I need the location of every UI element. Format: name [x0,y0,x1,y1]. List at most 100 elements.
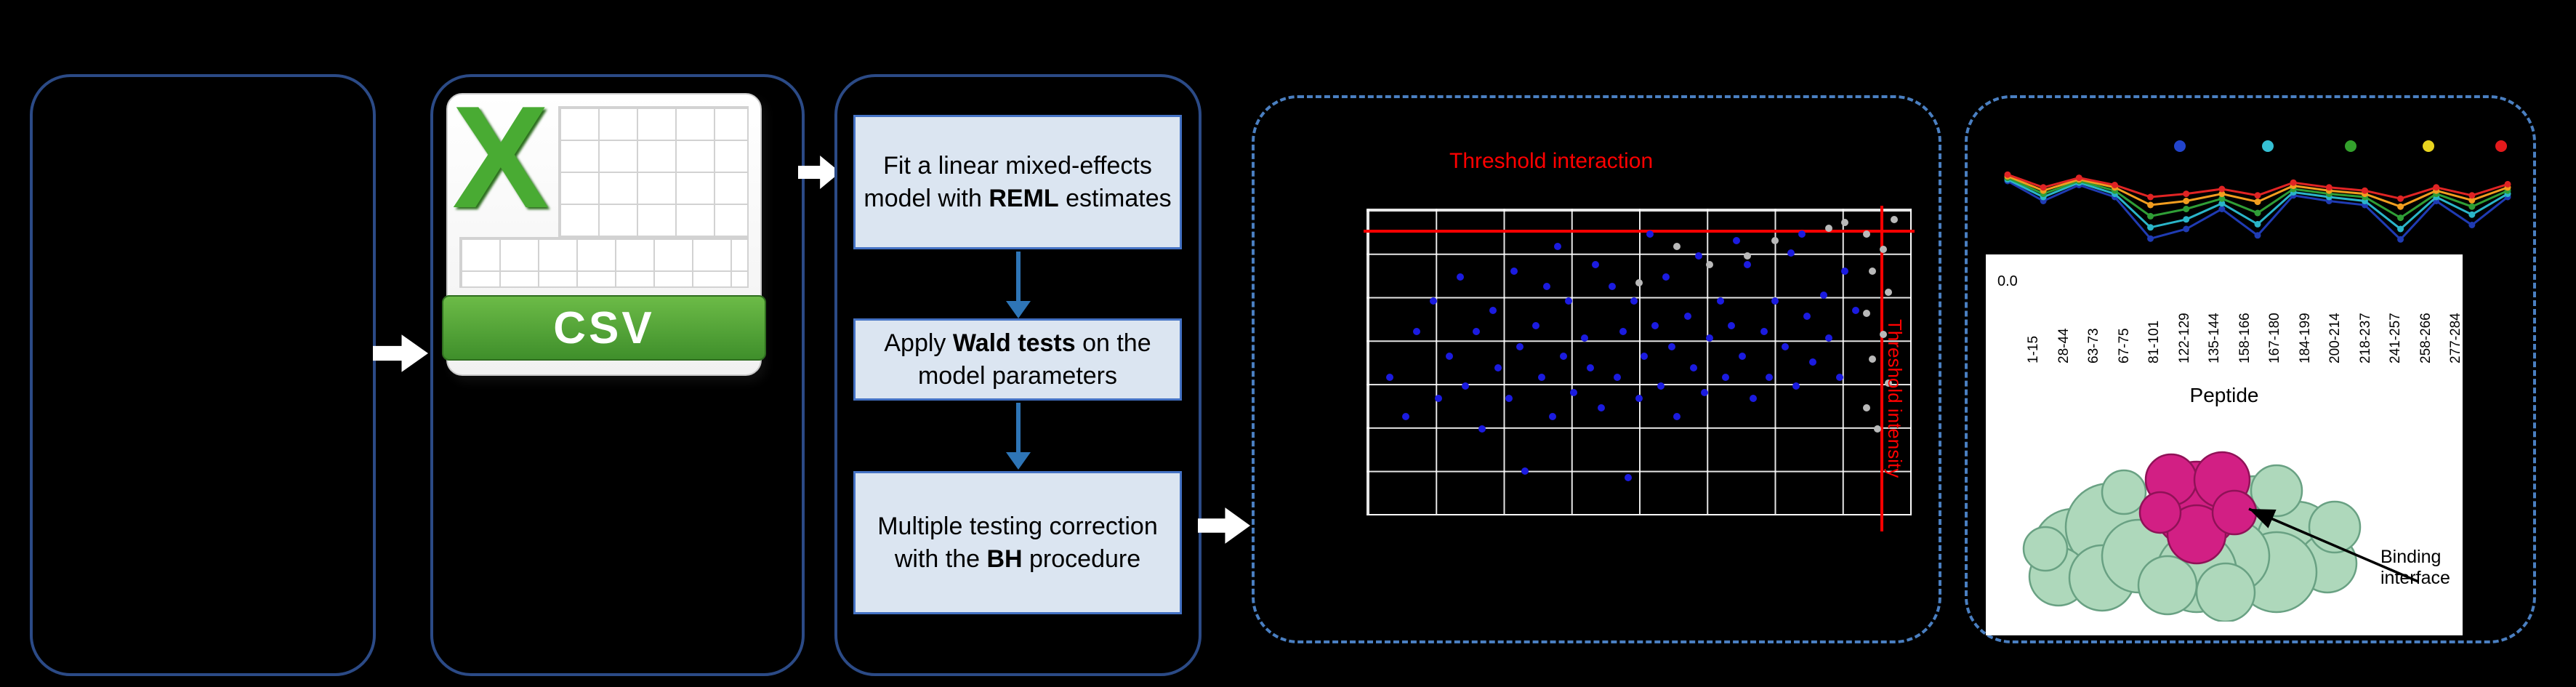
scatter-point [1586,364,1594,372]
scatter-point [1554,243,1562,251]
step-text-before: Apply [884,329,953,358]
scatter-point [1510,267,1518,275]
axis-and-protein-panel: 0.0 1-15 28-44 63-73 67-75 81-101 122-129 135-… [1986,254,2463,635]
scatter-point [1787,249,1795,257]
peptide-tick-label: 200-214 [2327,313,2343,363]
right-arrow-icon-1 [373,334,428,372]
binding-interface-region [2138,451,2258,565]
scatter-point [1402,413,1410,421]
scatter-point [1744,252,1752,260]
scatter-point [1657,382,1665,390]
down-arrow-icon-2 [837,403,1199,470]
step-text-bold: REML [989,184,1059,212]
scatter-point [1532,321,1540,329]
scatter-point [1825,334,1833,342]
scatter-point [1879,246,1887,254]
scatter-point [1635,395,1643,403]
result-panel: 0.0 1-15 28-44 63-73 67-75 81-101 122-129 135-… [1965,95,2536,643]
step-text-before: Multiple testing correction with the [877,513,1158,573]
step-text-after: on the model parameters [917,329,1151,390]
scatter-point [1673,413,1681,421]
peptide-tick-label: 81-101 [2146,320,2162,363]
scatter-point [1836,373,1844,381]
scatter-point [1819,292,1827,300]
scatter-point [1673,243,1681,251]
scatter-point [1413,328,1421,336]
threshold-line-vertical [1880,206,1883,531]
scatter-point [1429,297,1437,305]
peptide-tick-label: 167-180 [2267,313,2282,363]
scatter-point [1890,215,1898,223]
scatter-point [1792,382,1800,390]
timepoint-dot-icon [2495,140,2507,152]
volcano-panel: Threshold interaction Threshold intensit… [1252,95,1941,643]
scatter-point [1619,328,1627,336]
scatter-point [1537,373,1545,381]
scatter-point [1716,297,1724,305]
scatter-point [1798,230,1806,238]
step-text-after: estimates [1058,184,1172,212]
step-text-bold: BH [986,545,1023,573]
scatter-point [1868,267,1876,275]
down-arrow-icon-1 [837,252,1199,318]
step-text: Fit a linear mixed-effects model with RE… [861,150,1174,214]
scatter-point [1868,355,1876,363]
spreadsheet-grid [459,237,749,288]
scatter-point [1863,403,1871,411]
peptide-tick-label: 218-237 [2357,313,2373,363]
scatter-point [1733,236,1741,244]
peptide-tick-label: 28-44 [2056,328,2072,363]
scatter-point [1771,236,1779,244]
timepoint-dot-icon [2262,140,2274,152]
scatter-point [1782,343,1790,351]
scatter-point [1705,334,1713,342]
scatter-point [1456,273,1464,281]
step-text: Apply Wald tests on the model parameters [861,327,1174,391]
csv-file-icon: X CSV [442,76,766,376]
scatter-point [1462,382,1470,390]
scatter-point [1841,218,1849,226]
binding-interface-label: Binding interface [2380,547,2450,588]
timepoint-legend [1999,139,2516,156]
volcano-plot: Threshold intensity [1364,206,1915,531]
peptide-tick-label: 1-15 [2026,335,2041,363]
spreadsheet-grid [558,106,749,237]
scatter-point [1874,425,1882,433]
scatter-point [1385,373,1393,381]
scatter-point [1662,273,1670,281]
peptide-tick-label: 122-129 [2176,313,2192,363]
scatter-point [1727,321,1735,329]
threshold-line-horizontal [1364,230,1915,233]
scatter-point [1445,352,1453,360]
scatter-point [1646,230,1654,238]
scatter-point [1478,425,1486,433]
volcano-points-layer [1368,210,1910,514]
scatter-point [1760,328,1768,336]
threshold-intensity-label: Threshold intensity [1884,319,1906,478]
scatter-point [1808,358,1816,366]
protein-structure-image [2022,451,2362,622]
scatter-point [1667,343,1675,351]
uptake-chart-svg [2004,171,2511,243]
scatter-point [1885,288,1893,296]
scatter-point [1635,279,1643,287]
peptide-tick-label: 258-266 [2418,313,2434,363]
peptide-tick-label: 158-166 [2237,313,2253,363]
scatter-point [1722,373,1730,381]
scatter-point [1559,352,1567,360]
step-text-after: procedure [1022,545,1141,573]
timepoint-dot-icon [2422,140,2434,152]
scatter-point [1543,282,1551,290]
scatter-point [1803,313,1811,321]
scatter-point [1885,379,1893,387]
scatter-point [1597,403,1605,411]
scatter-point [1863,310,1871,318]
scatter-point [1689,364,1697,372]
scatter-point [1863,230,1871,238]
scatter-point [1630,297,1638,305]
step-text-bold: Wald tests [952,329,1076,358]
scatter-point [1581,334,1589,342]
pipeline-panel: Fit a linear mixed-effects model with RE… [834,74,1202,676]
step-text: Multiple testing correction with the BH … [877,510,1158,574]
